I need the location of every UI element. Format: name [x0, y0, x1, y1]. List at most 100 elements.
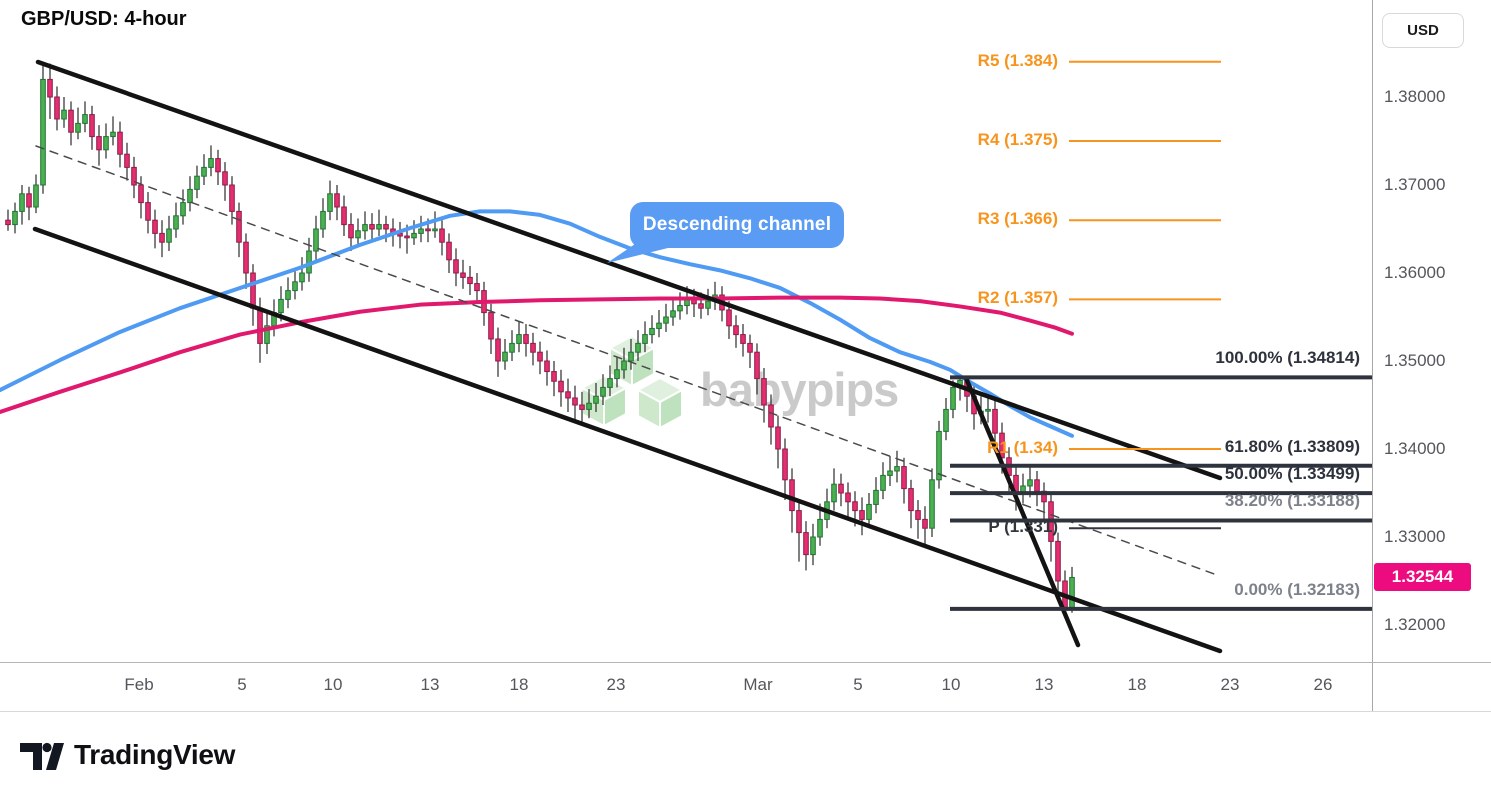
candle-body [999, 432, 1005, 459]
pivot-label: R2 (1.357) [977, 288, 1058, 308]
tradingview-logo-icon [20, 742, 64, 770]
babypips-watermark-text: babypips [700, 363, 899, 416]
fib-label: 38.20% (1.33188) [1224, 491, 1360, 511]
candle-body [404, 235, 410, 239]
candle-body [628, 351, 634, 362]
candle-body [292, 281, 298, 292]
candle-body [544, 360, 550, 373]
candle-body [453, 259, 459, 274]
candle-body [215, 158, 221, 173]
candle-body [82, 114, 88, 124]
candle-body [299, 272, 305, 283]
candle-body [1027, 479, 1033, 487]
candle-body [768, 404, 774, 428]
candle-body [642, 334, 648, 344]
candle-body [103, 136, 109, 151]
candle-body [845, 492, 851, 503]
candle-body [131, 166, 137, 186]
candle-body [89, 114, 95, 138]
candle-body [320, 210, 326, 230]
candle-body [369, 224, 375, 230]
candle-body [194, 175, 200, 190]
candle-body [264, 325, 270, 344]
candle-body [327, 193, 333, 212]
last-price-badge: 1.32544 [1374, 563, 1471, 592]
fib-label: 0.00% (1.32183) [1234, 579, 1360, 599]
candle-body [285, 290, 291, 300]
candle-body [355, 230, 361, 239]
fib-label: 100.00% (1.34814) [1215, 348, 1360, 368]
candle-body [740, 334, 746, 344]
descending-channel-callout[interactable]: Descending channel [630, 202, 844, 248]
candle-body [362, 224, 368, 232]
candle-body [789, 479, 795, 512]
candle-body [229, 184, 235, 212]
candle-body [985, 408, 991, 412]
tradingview-attribution[interactable]: TradingView [18, 738, 235, 772]
price-tick-label: 1.36000 [1384, 263, 1446, 282]
candle-body [495, 338, 501, 362]
candle-body [838, 483, 844, 494]
candle-body [96, 136, 102, 151]
candle-body [726, 309, 732, 327]
date-tick-label: 18 [1127, 675, 1147, 694]
candle-body [411, 232, 417, 239]
candle-body [173, 215, 179, 230]
candle-body [754, 351, 760, 380]
candle-body [537, 351, 543, 362]
candle-body [1034, 479, 1040, 492]
candle-body [600, 386, 606, 397]
time-axis[interactable] [0, 663, 1372, 711]
candle-body [138, 184, 144, 204]
candle-body [61, 109, 67, 120]
candle-body [278, 298, 284, 314]
candle-body [635, 342, 641, 353]
breakdown-line [963, 375, 1081, 648]
candle-body [425, 228, 431, 232]
date-tick-label: 18 [509, 675, 529, 694]
candle-body [54, 96, 60, 120]
candle-body [222, 171, 228, 186]
price-tick-label: 1.38000 [1384, 87, 1446, 106]
candle-body [47, 78, 53, 98]
candle-body [901, 466, 907, 490]
pivot-label: R3 (1.366) [977, 209, 1058, 229]
candle-body [1069, 576, 1075, 608]
candle-body [341, 206, 347, 226]
candle-body [159, 232, 165, 243]
candle-body [383, 224, 389, 230]
sma-pink-line [0, 295, 1074, 415]
date-tick-label: Mar [743, 675, 773, 694]
candle-body [908, 488, 914, 512]
candle-body [733, 325, 739, 336]
price-tick-label: 1.37000 [1384, 175, 1446, 194]
candle-body [656, 322, 662, 329]
time-axis-separator [0, 662, 1491, 663]
candle-body [558, 380, 564, 393]
pivot-label: R5 (1.384) [977, 50, 1058, 70]
candle-body [376, 224, 382, 230]
candle-body [873, 489, 879, 505]
candle-body [523, 334, 529, 344]
candle-body [943, 408, 949, 432]
currency-button[interactable]: USD [1382, 13, 1464, 48]
candle-body [831, 483, 837, 503]
date-tick-label: 5 [853, 675, 863, 694]
candle-body [26, 193, 32, 208]
candle-body [180, 202, 186, 217]
date-tick-label: 23 [606, 675, 626, 694]
price-tick-label: 1.32000 [1384, 615, 1446, 634]
sma-blue-line [0, 209, 1074, 438]
pivot-label: P (1.331) [988, 517, 1058, 537]
date-tick-label: 13 [1034, 675, 1054, 694]
candle-body [894, 466, 900, 472]
candle-body [257, 307, 263, 344]
candle-body [607, 378, 613, 388]
price-tick-label: 1.33000 [1384, 527, 1446, 546]
candle-body [145, 202, 151, 221]
candle-body [75, 122, 81, 133]
candle-body [5, 219, 11, 226]
candle-body [803, 532, 809, 556]
